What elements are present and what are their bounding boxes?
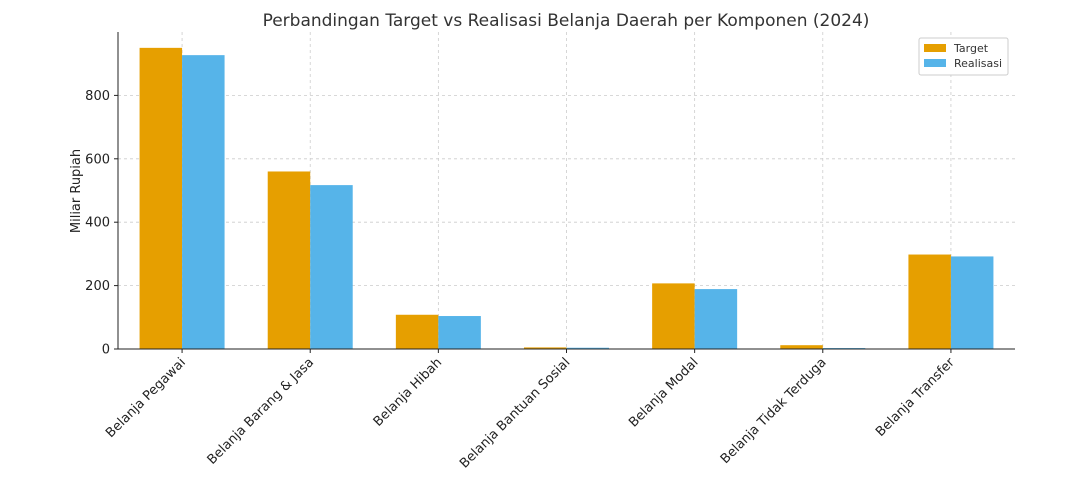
- legend-label-target: Target: [953, 42, 989, 55]
- bar-target-6: [780, 345, 823, 349]
- bars-layer: [139, 47, 994, 350]
- bar-realisasi-2: [310, 185, 353, 349]
- y-tick-label: 200: [85, 279, 110, 294]
- bar-realisasi-1: [182, 55, 225, 350]
- x-tick-label: Belanja Hibah: [371, 355, 445, 429]
- grid-layer: [118, 32, 1015, 350]
- legend-swatch-target: [924, 44, 946, 52]
- y-tick-label: 600: [85, 152, 110, 167]
- y-tick-label: 0: [102, 343, 110, 358]
- bar-target-3: [395, 314, 439, 349]
- x-tick-label: Belanja Modal: [626, 355, 701, 430]
- bar-target-7: [908, 254, 951, 349]
- bar-realisasi-4: [566, 347, 609, 349]
- y-tick-label: 800: [85, 89, 110, 104]
- x-tick-label: Belanja Pegawai: [103, 355, 189, 441]
- bar-target-1: [139, 47, 183, 349]
- bar-target-4: [524, 347, 567, 349]
- legend-label-realisasi: Realisasi: [954, 57, 1002, 70]
- x-tick-label: Belanja Bantuan Sosial: [457, 355, 573, 471]
- y-axis-label: Miliar Rupiah: [69, 149, 84, 233]
- x-tick-label: Belanja Transfer: [873, 355, 958, 440]
- x-tick-label: Belanja Barang & Jasa: [205, 355, 317, 467]
- y-tick-label: 400: [85, 216, 110, 231]
- legend-swatch-realisasi: [924, 59, 946, 67]
- bar-target-2: [267, 171, 311, 349]
- bar-realisasi-7: [950, 256, 994, 349]
- bar-realisasi-5: [694, 289, 738, 349]
- bar-target-5: [652, 283, 695, 349]
- chart-title: Perbandingan Target vs Realisasi Belanja…: [263, 11, 870, 31]
- legend: Target Realisasi: [918, 37, 1009, 76]
- bar-realisasi-3: [438, 316, 481, 349]
- x-tick-label: Belanja Tidak Terduga: [718, 355, 830, 467]
